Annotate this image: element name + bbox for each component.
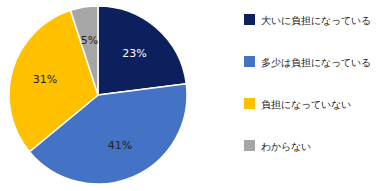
pie-slice: [98, 6, 186, 95]
data-label: 41%: [108, 139, 132, 152]
legend-swatch: [244, 56, 255, 67]
legend: 大いに負担になっている多少は負担になっている負担になっていないわからない: [244, 14, 371, 152]
data-labels: 23% 41% 31% 5%: [33, 34, 147, 152]
legend-item: 大いに負担になっている: [244, 14, 371, 26]
legend-swatch: [244, 98, 255, 109]
data-label: 31%: [33, 73, 57, 86]
legend-label: 大いに負担になっている: [261, 15, 371, 26]
legend-item: 多少は負担になっている: [244, 56, 371, 68]
legend-item: わからない: [244, 140, 311, 152]
chart: 23% 41% 31% 5% 大いに負担になっている多少は負担になっている負担になってい…: [0, 0, 384, 191]
pie: [9, 6, 187, 184]
legend-label: 多少は負担になっている: [261, 57, 371, 68]
legend-label: わからない: [261, 141, 311, 152]
legend-swatch: [244, 140, 255, 151]
legend-item: 負担になっていない: [244, 98, 351, 110]
pie-slice: [70, 6, 98, 95]
data-label: 5%: [81, 34, 98, 47]
legend-swatch: [244, 14, 255, 25]
legend-label: 負担になっていない: [261, 99, 351, 110]
data-label: 23%: [122, 47, 146, 60]
